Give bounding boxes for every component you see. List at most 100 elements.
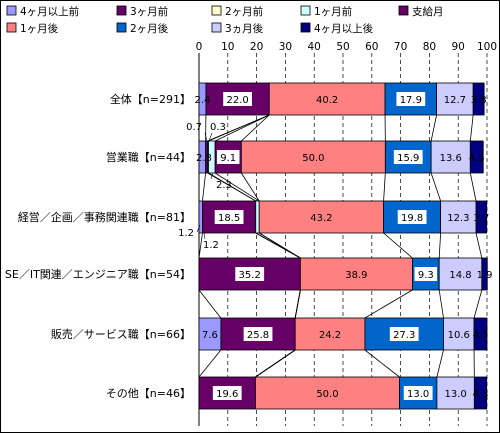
bar-segment (481, 257, 488, 291)
bar-segment (198, 200, 203, 234)
legend-label: 1ヶ月後 (20, 22, 59, 35)
legend-swatch (211, 22, 222, 33)
series-connector (469, 114, 474, 142)
data-label: 1.2 (203, 240, 219, 251)
series-connector (364, 349, 400, 378)
callout-leader (210, 172, 214, 180)
data-label: 0.7 (186, 122, 202, 133)
data-label: 27.3 (393, 330, 415, 341)
legend-swatch (116, 5, 127, 16)
legend-swatch (6, 5, 17, 16)
data-label: 0.3 (210, 122, 226, 133)
data-label-box (243, 327, 273, 341)
data-label: 13.0 (407, 389, 429, 400)
legend-label: 2ヶ月後 (130, 22, 169, 35)
data-label: 13.0 (444, 389, 466, 400)
bar-segment (384, 82, 438, 116)
data-label: 18.5 (218, 213, 240, 224)
data-label: 25.8 (247, 330, 269, 341)
legend-swatch (6, 22, 17, 33)
bar-segment (438, 257, 483, 291)
callout-leader (204, 132, 208, 142)
data-label: 2.3 (216, 180, 232, 191)
data-label: 14.8 (449, 270, 471, 281)
data-label: 40.2 (316, 95, 338, 106)
data-label-box (396, 92, 426, 106)
series-connector (255, 349, 296, 378)
data-label: 1.2 (178, 228, 194, 239)
bar-segment (473, 317, 488, 351)
data-label-box (389, 327, 419, 341)
data-label: 12.7 (444, 95, 466, 106)
data-label-box (216, 150, 240, 164)
series-connector (383, 232, 413, 259)
x-tick-label: 0 (196, 41, 203, 53)
data-label: 7.6 (202, 330, 218, 341)
data-label: 12.3 (447, 213, 469, 224)
data-label: 24.2 (319, 330, 341, 341)
legend-label: 4ヶ月以上前 (20, 5, 79, 18)
legend-label: 3ヶ月前 (130, 5, 168, 18)
series-connector (475, 232, 483, 259)
legend-swatch (300, 5, 311, 16)
bar-segment (255, 376, 400, 410)
category-label: その他【n=46】 (106, 387, 191, 400)
data-label: 1.9 (477, 270, 493, 281)
data-label: 3.8 (471, 95, 487, 106)
series-connector (438, 289, 444, 319)
x-tick-label: 70 (394, 41, 407, 53)
series-connector (383, 172, 386, 202)
series-connector (430, 114, 437, 142)
data-label: 17.9 (400, 95, 422, 106)
x-tick-label: 50 (336, 41, 349, 53)
legend-label: 3ヵ月後 (225, 22, 264, 35)
data-label: 2.4 (195, 95, 211, 106)
bar-segment (440, 200, 477, 234)
data-label-box (212, 386, 242, 400)
data-label-box (235, 267, 265, 281)
data-label: 35.2 (239, 270, 261, 281)
callout-leader (208, 132, 213, 142)
data-label-box (393, 150, 423, 164)
bar-segment (240, 140, 386, 174)
series-connector (473, 289, 483, 319)
bar-segment (294, 317, 366, 351)
bar-segment (475, 200, 488, 234)
data-label: 50.0 (302, 153, 324, 164)
series-connector (208, 114, 270, 142)
series-connector (438, 232, 442, 259)
data-label: 9.3 (418, 270, 434, 281)
series-connector (436, 349, 444, 378)
data-label: 4.5 (473, 330, 489, 341)
series-connector (294, 289, 301, 319)
bar-segment (469, 140, 484, 174)
bar-segment (268, 82, 386, 116)
data-label: 22.0 (226, 95, 248, 106)
category-label: 全体【n=291】 (110, 92, 191, 106)
series-connector (240, 172, 260, 202)
x-tick-label: 100 (477, 41, 497, 53)
category-label: SE／IT関連／エンジニア職【n=54】 (5, 267, 191, 281)
callout-leader (196, 224, 201, 233)
bar-segment (473, 376, 488, 410)
series-connector (241, 114, 270, 142)
data-label: 10.6 (448, 330, 470, 341)
x-tick-label: 40 (308, 41, 321, 53)
series-connector (258, 232, 301, 259)
series-connector (364, 289, 413, 319)
legend-label: 支給月 (412, 5, 444, 18)
x-tick-label: 80 (423, 41, 436, 53)
data-label: 43.2 (310, 213, 332, 224)
bar-segment (443, 317, 475, 351)
data-label: 13.6 (440, 153, 462, 164)
series-connector (214, 172, 260, 202)
x-tick-label: 10 (221, 41, 234, 53)
data-label: 2.3 (196, 153, 212, 164)
series-connector (202, 172, 207, 202)
data-label-box (397, 210, 427, 224)
legend-label: 1ヶ月前 (314, 5, 352, 18)
data-label: 15.9 (397, 153, 419, 164)
series-connector (198, 289, 222, 319)
legend-label: 2ヶ月前 (225, 5, 263, 18)
